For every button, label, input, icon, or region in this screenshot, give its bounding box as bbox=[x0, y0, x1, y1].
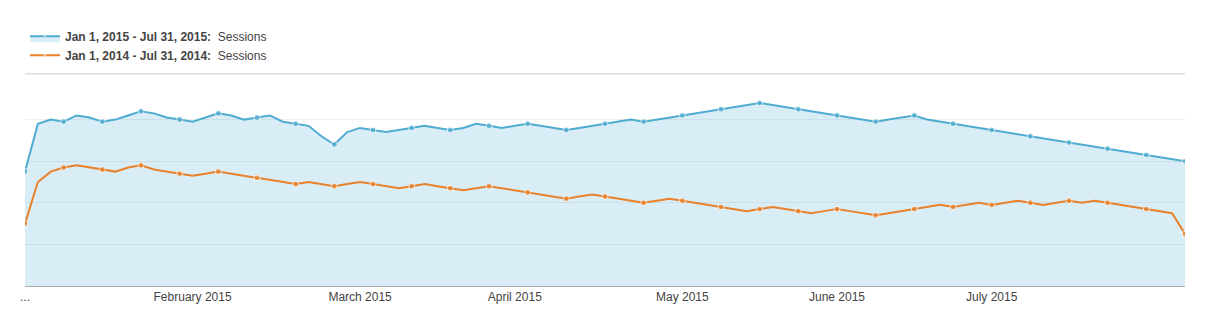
svg-text:February 2015: February 2015 bbox=[154, 290, 232, 304]
svg-text:...: ... bbox=[20, 290, 30, 304]
svg-text:Jan 1, 2014 - Jul 31, 2014: S: Jan 1, 2014 - Jul 31, 2014: Sessions bbox=[65, 49, 266, 63]
svg-text:June 2015: June 2015 bbox=[809, 290, 865, 304]
svg-text:July 2015: July 2015 bbox=[966, 290, 1018, 304]
svg-text:March 2015: March 2015 bbox=[328, 290, 392, 304]
svg-text:April 2015: April 2015 bbox=[488, 290, 542, 304]
svg-text:Jan 1, 2015 - Jul 31, 2015: S: Jan 1, 2015 - Jul 31, 2015: Sessions bbox=[65, 30, 266, 44]
svg-text:May 2015: May 2015 bbox=[656, 290, 709, 304]
